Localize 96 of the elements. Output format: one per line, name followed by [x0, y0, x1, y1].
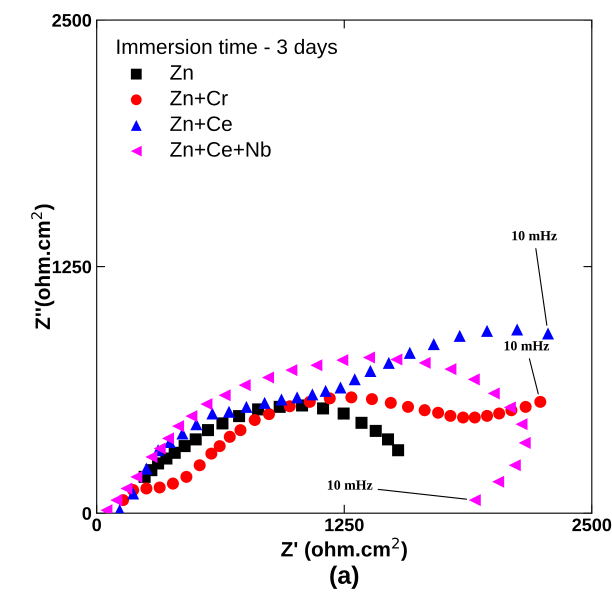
point	[488, 387, 500, 400]
point	[334, 382, 346, 394]
point	[154, 481, 166, 494]
point	[428, 338, 440, 350]
annotation: 10 mHz	[504, 341, 550, 350]
point	[194, 459, 206, 472]
point	[345, 391, 358, 404]
point	[205, 448, 218, 460]
x-tick-label: 1250	[325, 518, 364, 532]
x-tick-label: 0	[92, 518, 101, 532]
legend-label: Zn+Ce	[170, 116, 232, 132]
point	[310, 359, 322, 372]
point	[262, 408, 276, 420]
y-tick-label: 1250	[52, 260, 92, 274]
point	[355, 416, 368, 429]
legend-label: Zn	[170, 65, 193, 80]
point	[218, 389, 231, 402]
point	[418, 356, 431, 369]
point	[534, 396, 546, 408]
point	[178, 440, 191, 452]
point	[362, 352, 376, 364]
point	[504, 401, 516, 414]
point	[172, 420, 184, 432]
point	[444, 363, 456, 376]
point	[457, 411, 470, 424]
point	[520, 400, 532, 413]
point	[262, 371, 274, 384]
point	[468, 373, 480, 386]
point	[370, 424, 382, 437]
legend-title: Immersion time - 3 days	[117, 38, 337, 58]
annotation: 10 mHz	[328, 480, 372, 490]
point	[127, 487, 140, 500]
point	[382, 433, 394, 446]
point	[515, 418, 528, 430]
point	[384, 396, 397, 409]
point	[542, 327, 554, 340]
point	[348, 373, 361, 386]
point	[390, 353, 402, 366]
point	[336, 354, 348, 366]
point	[291, 391, 304, 404]
point	[130, 470, 142, 483]
point	[224, 430, 236, 443]
point	[185, 410, 198, 422]
point	[200, 398, 212, 410]
annotation: 10 mHz	[512, 231, 557, 240]
point	[468, 494, 481, 506]
point	[418, 404, 431, 416]
point	[285, 364, 298, 376]
point	[402, 400, 414, 413]
y-axis-title: Z''(ohm.cm$^{2}$)	[31, 204, 54, 330]
point	[180, 470, 192, 483]
point	[468, 411, 481, 424]
point	[216, 417, 228, 430]
point	[248, 414, 261, 426]
point	[338, 408, 350, 420]
point	[238, 379, 251, 392]
point	[258, 396, 271, 409]
point	[518, 436, 531, 449]
point	[404, 346, 416, 359]
point	[162, 432, 174, 444]
point	[444, 410, 456, 422]
text: (a)	[330, 566, 358, 589]
point	[320, 384, 332, 397]
point	[275, 394, 288, 406]
point	[392, 444, 404, 456]
point	[110, 494, 122, 506]
point	[481, 324, 494, 337]
point	[508, 459, 521, 472]
point	[145, 450, 158, 463]
point	[511, 324, 524, 336]
point	[382, 356, 395, 369]
point	[140, 482, 152, 495]
point	[166, 478, 179, 490]
legend-label: Zn+Ce+Nb	[170, 141, 271, 157]
point	[240, 400, 252, 413]
point	[306, 388, 318, 400]
point	[317, 402, 330, 414]
point	[214, 440, 226, 452]
x-axis-title: Z' (ohm.cm$^{2}$)	[281, 538, 407, 561]
y-tick-label: 2500	[52, 14, 92, 27]
point	[366, 393, 378, 406]
legend-label: Zn+Cr	[170, 90, 228, 106]
point	[364, 364, 376, 377]
x-tick-label: 2500	[572, 518, 612, 532]
point	[481, 410, 494, 422]
point	[492, 476, 504, 488]
y-tick-label: 0	[82, 507, 92, 520]
point	[206, 408, 218, 420]
point	[222, 406, 236, 418]
point	[234, 424, 246, 436]
point	[190, 433, 202, 446]
point	[432, 406, 444, 419]
point	[202, 424, 214, 436]
point	[493, 408, 506, 420]
point	[454, 330, 466, 342]
point	[120, 482, 132, 495]
